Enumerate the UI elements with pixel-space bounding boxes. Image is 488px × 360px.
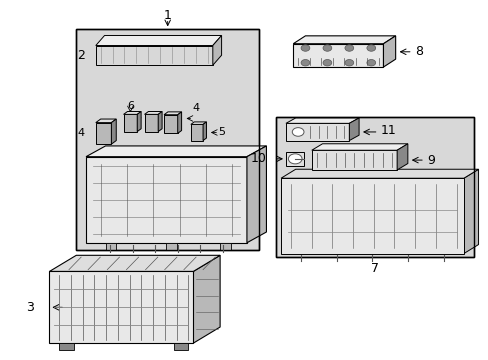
Polygon shape [293, 44, 383, 67]
Polygon shape [163, 115, 177, 134]
Polygon shape [144, 114, 158, 132]
Circle shape [323, 45, 331, 51]
Polygon shape [293, 36, 395, 44]
Bar [276, 117, 473, 257]
Circle shape [323, 59, 331, 66]
Polygon shape [59, 343, 74, 350]
Circle shape [288, 154, 302, 164]
Circle shape [366, 45, 375, 51]
Polygon shape [396, 144, 407, 170]
Polygon shape [144, 112, 162, 114]
Polygon shape [285, 123, 348, 140]
Polygon shape [246, 146, 266, 243]
Text: 7: 7 [370, 262, 378, 275]
Polygon shape [193, 255, 220, 343]
Text: 4: 4 [78, 129, 84, 138]
Text: 8: 8 [414, 45, 422, 58]
Polygon shape [86, 146, 266, 157]
Polygon shape [220, 243, 230, 250]
Text: 6: 6 [127, 102, 134, 112]
Circle shape [366, 59, 375, 66]
Text: 1: 1 [163, 9, 171, 22]
Polygon shape [173, 343, 188, 350]
Circle shape [344, 45, 353, 51]
Polygon shape [49, 271, 193, 343]
Circle shape [301, 45, 309, 51]
Polygon shape [348, 118, 358, 140]
Text: 9: 9 [427, 154, 434, 167]
Circle shape [344, 59, 353, 66]
Polygon shape [203, 122, 206, 140]
Polygon shape [96, 36, 221, 45]
Polygon shape [137, 112, 141, 132]
Polygon shape [463, 169, 478, 253]
Polygon shape [190, 125, 203, 140]
Polygon shape [123, 112, 141, 114]
Polygon shape [158, 112, 162, 132]
Polygon shape [123, 114, 137, 132]
Polygon shape [281, 169, 478, 178]
Polygon shape [383, 36, 395, 67]
Polygon shape [311, 144, 407, 150]
Circle shape [301, 59, 309, 66]
Bar [76, 30, 259, 250]
Bar [276, 117, 473, 257]
Polygon shape [212, 36, 221, 65]
Text: 4: 4 [192, 103, 200, 113]
Polygon shape [96, 45, 212, 65]
Polygon shape [285, 152, 304, 166]
Polygon shape [163, 112, 181, 115]
Polygon shape [285, 118, 358, 123]
Text: 3: 3 [26, 301, 34, 314]
Polygon shape [190, 122, 206, 125]
Polygon shape [96, 119, 116, 123]
Polygon shape [49, 255, 220, 271]
Text: 5: 5 [218, 127, 224, 138]
Polygon shape [111, 119, 116, 144]
Polygon shape [311, 150, 396, 170]
Polygon shape [105, 243, 116, 250]
Text: 11: 11 [380, 123, 396, 137]
Polygon shape [166, 243, 177, 250]
Polygon shape [281, 178, 463, 253]
Bar [76, 30, 259, 250]
Polygon shape [96, 123, 111, 144]
Circle shape [292, 128, 304, 136]
Polygon shape [86, 157, 246, 243]
Polygon shape [177, 112, 181, 134]
Text: 2: 2 [77, 49, 85, 62]
Text: 10: 10 [250, 152, 266, 165]
